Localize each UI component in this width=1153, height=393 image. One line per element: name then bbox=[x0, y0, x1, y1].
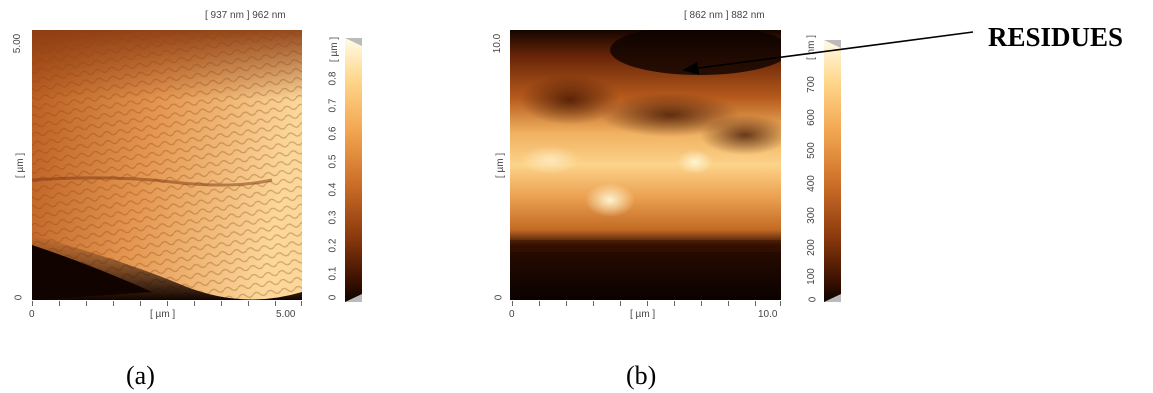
colorbar-b-bottom-arrow bbox=[824, 294, 841, 302]
panel-a-x-tick bbox=[275, 301, 276, 306]
colorbar-b-tick-400: 400 bbox=[805, 175, 817, 192]
colorbar-a-tick-0.2: 0.2 bbox=[327, 238, 339, 253]
panel-a-x-tick bbox=[59, 301, 60, 306]
colorbar-b-tick-100: 100 bbox=[805, 268, 817, 285]
panel-a-x-min-label: 0 bbox=[29, 309, 35, 320]
panel-b-y-axis-label: [ µm ] bbox=[495, 152, 507, 179]
panel-a-x-tick bbox=[86, 301, 87, 306]
panel-a-x-tick bbox=[167, 301, 168, 306]
panel-b-header: [ 862 nm ] 882 nm bbox=[684, 10, 765, 21]
panel-a-y-min-label: 0 bbox=[13, 294, 25, 301]
caption-b: (b) bbox=[626, 361, 657, 390]
panel-a-y-max-label: 5.00 bbox=[12, 33, 24, 54]
colorbar-b-tick-300: 300 bbox=[805, 207, 817, 224]
colorbar-b-top-arrow bbox=[824, 40, 841, 48]
panel-b-x-tick bbox=[780, 301, 781, 306]
colorbar-a-tick-0.4: 0.4 bbox=[327, 182, 339, 197]
panel-b-x-tick bbox=[566, 301, 567, 306]
panel-a-x-tick bbox=[113, 301, 114, 306]
panel-b-x-tick bbox=[701, 301, 702, 306]
residues-label: RESIDUES bbox=[988, 22, 1124, 52]
panel-b-x-tick bbox=[539, 301, 540, 306]
colorbar-a-tick-0.3: 0.3 bbox=[327, 210, 339, 225]
colorbar-b-tick-200: 200 bbox=[805, 239, 817, 256]
afm-image-a bbox=[32, 30, 302, 300]
panel-a-x-tick bbox=[140, 301, 141, 306]
panel-b-x-tick bbox=[647, 301, 648, 306]
colorbar-a-tick-0.1: 0.1 bbox=[327, 266, 339, 281]
panel-b-x-tick bbox=[728, 301, 729, 306]
panel-b-y-min-label: 0 bbox=[493, 294, 505, 301]
panel-a-x-axis-label: [ µm ] bbox=[150, 309, 176, 320]
panel-b-x-max-label: 10.0 bbox=[758, 309, 778, 320]
colorbar-a bbox=[345, 38, 362, 302]
panel-a-x-tick bbox=[301, 301, 302, 306]
colorbar-a-top-arrow bbox=[345, 38, 362, 46]
colorbar-a-bottom-arrow bbox=[345, 294, 362, 302]
afm-image-b bbox=[510, 30, 781, 300]
colorbar-a-unit: [ µm ] bbox=[329, 36, 341, 63]
colorbar-a-tick-0.5: 0.5 bbox=[327, 154, 339, 169]
afm-image-b-svg bbox=[510, 30, 781, 300]
panel-a-header: [ 937 nm ] 962 nm bbox=[205, 10, 286, 21]
panel-b-x-min-label: 0 bbox=[509, 309, 515, 320]
panel-a-x-max-label: 5.00 bbox=[276, 309, 296, 320]
panel-b-x-tick bbox=[593, 301, 594, 306]
panel-b-x-tick bbox=[512, 301, 513, 306]
panel-b-x-tick bbox=[674, 301, 675, 306]
colorbar-a-tick-0: 0 bbox=[327, 294, 339, 301]
colorbar-a-tick-0.8: 0.8 bbox=[327, 71, 339, 86]
panel-a-x-tick bbox=[32, 301, 33, 306]
colorbar-b-tick-500: 500 bbox=[805, 142, 817, 159]
colorbar-b bbox=[824, 40, 841, 302]
colorbar-b-tick-700: 700 bbox=[805, 76, 817, 93]
caption-a: (a) bbox=[126, 361, 155, 390]
panel-b-x-tick bbox=[620, 301, 621, 306]
panel-a-x-tick bbox=[221, 301, 222, 306]
colorbar-b-tick-600: 600 bbox=[805, 109, 817, 126]
panel-a-y-axis-label: [ µm ] bbox=[15, 152, 27, 179]
colorbar-b-tick-0: 0 bbox=[807, 296, 819, 303]
colorbar-a-tick-0.7: 0.7 bbox=[327, 98, 339, 113]
colorbar-a-tick-0.6: 0.6 bbox=[327, 126, 339, 141]
panel-b-x-axis-label: [ µm ] bbox=[630, 309, 656, 320]
panel-a-x-tick bbox=[248, 301, 249, 306]
panel-b-x-tick bbox=[755, 301, 756, 306]
colorbar-b-unit: [ nm ] bbox=[806, 34, 818, 61]
panel-a-x-tick bbox=[194, 301, 195, 306]
panel-b-y-max-label: 10.0 bbox=[492, 33, 504, 54]
afm-image-a-svg bbox=[32, 30, 302, 300]
